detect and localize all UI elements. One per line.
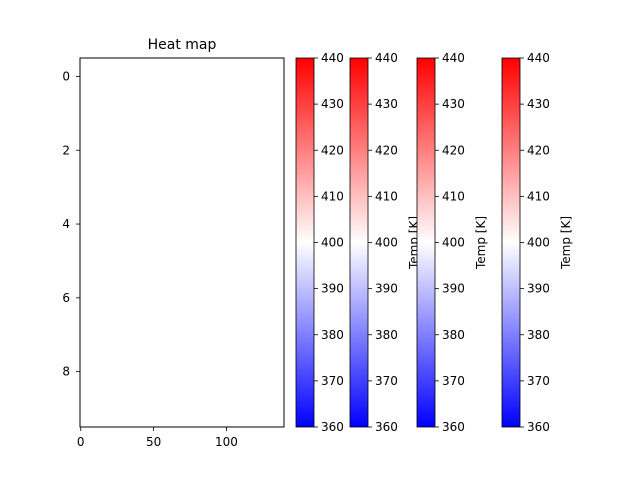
x-tick-label: 0 <box>77 435 85 449</box>
colorbar-1: 360 370 380 390 400 410 420 430 440 <box>295 51 344 434</box>
x-tick-label: 100 <box>215 435 238 449</box>
colorbar-tick-label: 410 <box>527 189 550 203</box>
colorbar-tick-label: 430 <box>321 97 344 111</box>
colorbar-tick-label: 410 <box>442 189 465 203</box>
colorbar-tick-label: 430 <box>375 97 398 111</box>
colorbar-tick-label: 410 <box>375 189 398 203</box>
colorbar-tick-label: 440 <box>442 51 465 65</box>
colorbar-tick-label: 420 <box>442 143 465 157</box>
colorbar-label: Temp [K] <box>559 216 573 270</box>
colorbar-tick-label: 430 <box>442 97 465 111</box>
heatmap-image <box>80 58 284 427</box>
colorbar-tick-label: 380 <box>375 328 398 342</box>
colorbar-tick-label: 440 <box>321 51 344 65</box>
colorbar-tick-label: 370 <box>375 374 398 388</box>
colorbar-tick-label: 360 <box>321 420 344 434</box>
colorbar-tick-label: 390 <box>527 282 550 296</box>
x-tick-label: 50 <box>146 435 161 449</box>
colorbar-tick-label: 420 <box>527 143 550 157</box>
colorbar-tick-label: 360 <box>375 420 398 434</box>
colorbar-tick-label: 370 <box>442 374 465 388</box>
y-tick-label: 8 <box>62 365 70 379</box>
colorbar-tick-label: 390 <box>442 282 465 296</box>
colorbar-tick-label: 420 <box>375 143 398 157</box>
colorbar-tick-label: 400 <box>321 236 344 250</box>
colorbar-tick-label: 410 <box>321 189 344 203</box>
colorbar-tick-label: 400 <box>375 236 398 250</box>
colorbar-gradient <box>417 58 435 427</box>
colorbar-tick-label: 370 <box>321 374 344 388</box>
colorbar-tick-label: 400 <box>442 236 465 250</box>
colorbar-tick-label: 360 <box>527 420 550 434</box>
colorbar-tick-label: 360 <box>442 420 465 434</box>
colorbar-tick-label: 390 <box>321 282 344 296</box>
heatmap-x-axis: 0 50 100 <box>77 427 238 449</box>
colorbar-tick-label: 390 <box>375 282 398 296</box>
colorbar-tick-label: 380 <box>442 328 465 342</box>
colorbar-tick-label: 440 <box>375 51 398 65</box>
y-tick-label: 6 <box>62 291 70 305</box>
colorbar-tick-label: 430 <box>527 97 550 111</box>
colorbars: 360 370 380 390 400 410 420 430 440 360 370 380 390 4… <box>295 51 573 434</box>
colorbar-tick-label: 370 <box>527 374 550 388</box>
colorbar-tick-label: 440 <box>527 51 550 65</box>
colorbar-tick-label: 420 <box>321 143 344 157</box>
colorbar-gradient <box>350 58 368 427</box>
heatmap-frame <box>79 57 285 428</box>
colorbar-gradient <box>296 58 314 427</box>
colorbar-tick-label: 400 <box>527 236 550 250</box>
colorbar-3: 360 370 380 390 400 410 420 430 440 Temp [K] <box>416 51 488 434</box>
colorbar-tick-label: 380 <box>321 328 344 342</box>
heatmap-plot: 0 50 100 0 2 4 6 8 <box>62 57 285 449</box>
colorbar-4: 360 370 380 390 400 410 420 430 440 Temp [K] <box>501 51 573 434</box>
colorbar-tick-label: 380 <box>527 328 550 342</box>
y-tick-label: 0 <box>62 69 70 83</box>
colorbar-label: Temp [K] <box>474 216 488 270</box>
heatmap-y-axis: 0 2 4 6 8 <box>62 69 80 379</box>
colorbar-gradient <box>502 58 520 427</box>
y-tick-label: 4 <box>62 217 70 231</box>
y-tick-label: 2 <box>62 143 70 157</box>
chart-title: Heat map <box>148 37 217 53</box>
